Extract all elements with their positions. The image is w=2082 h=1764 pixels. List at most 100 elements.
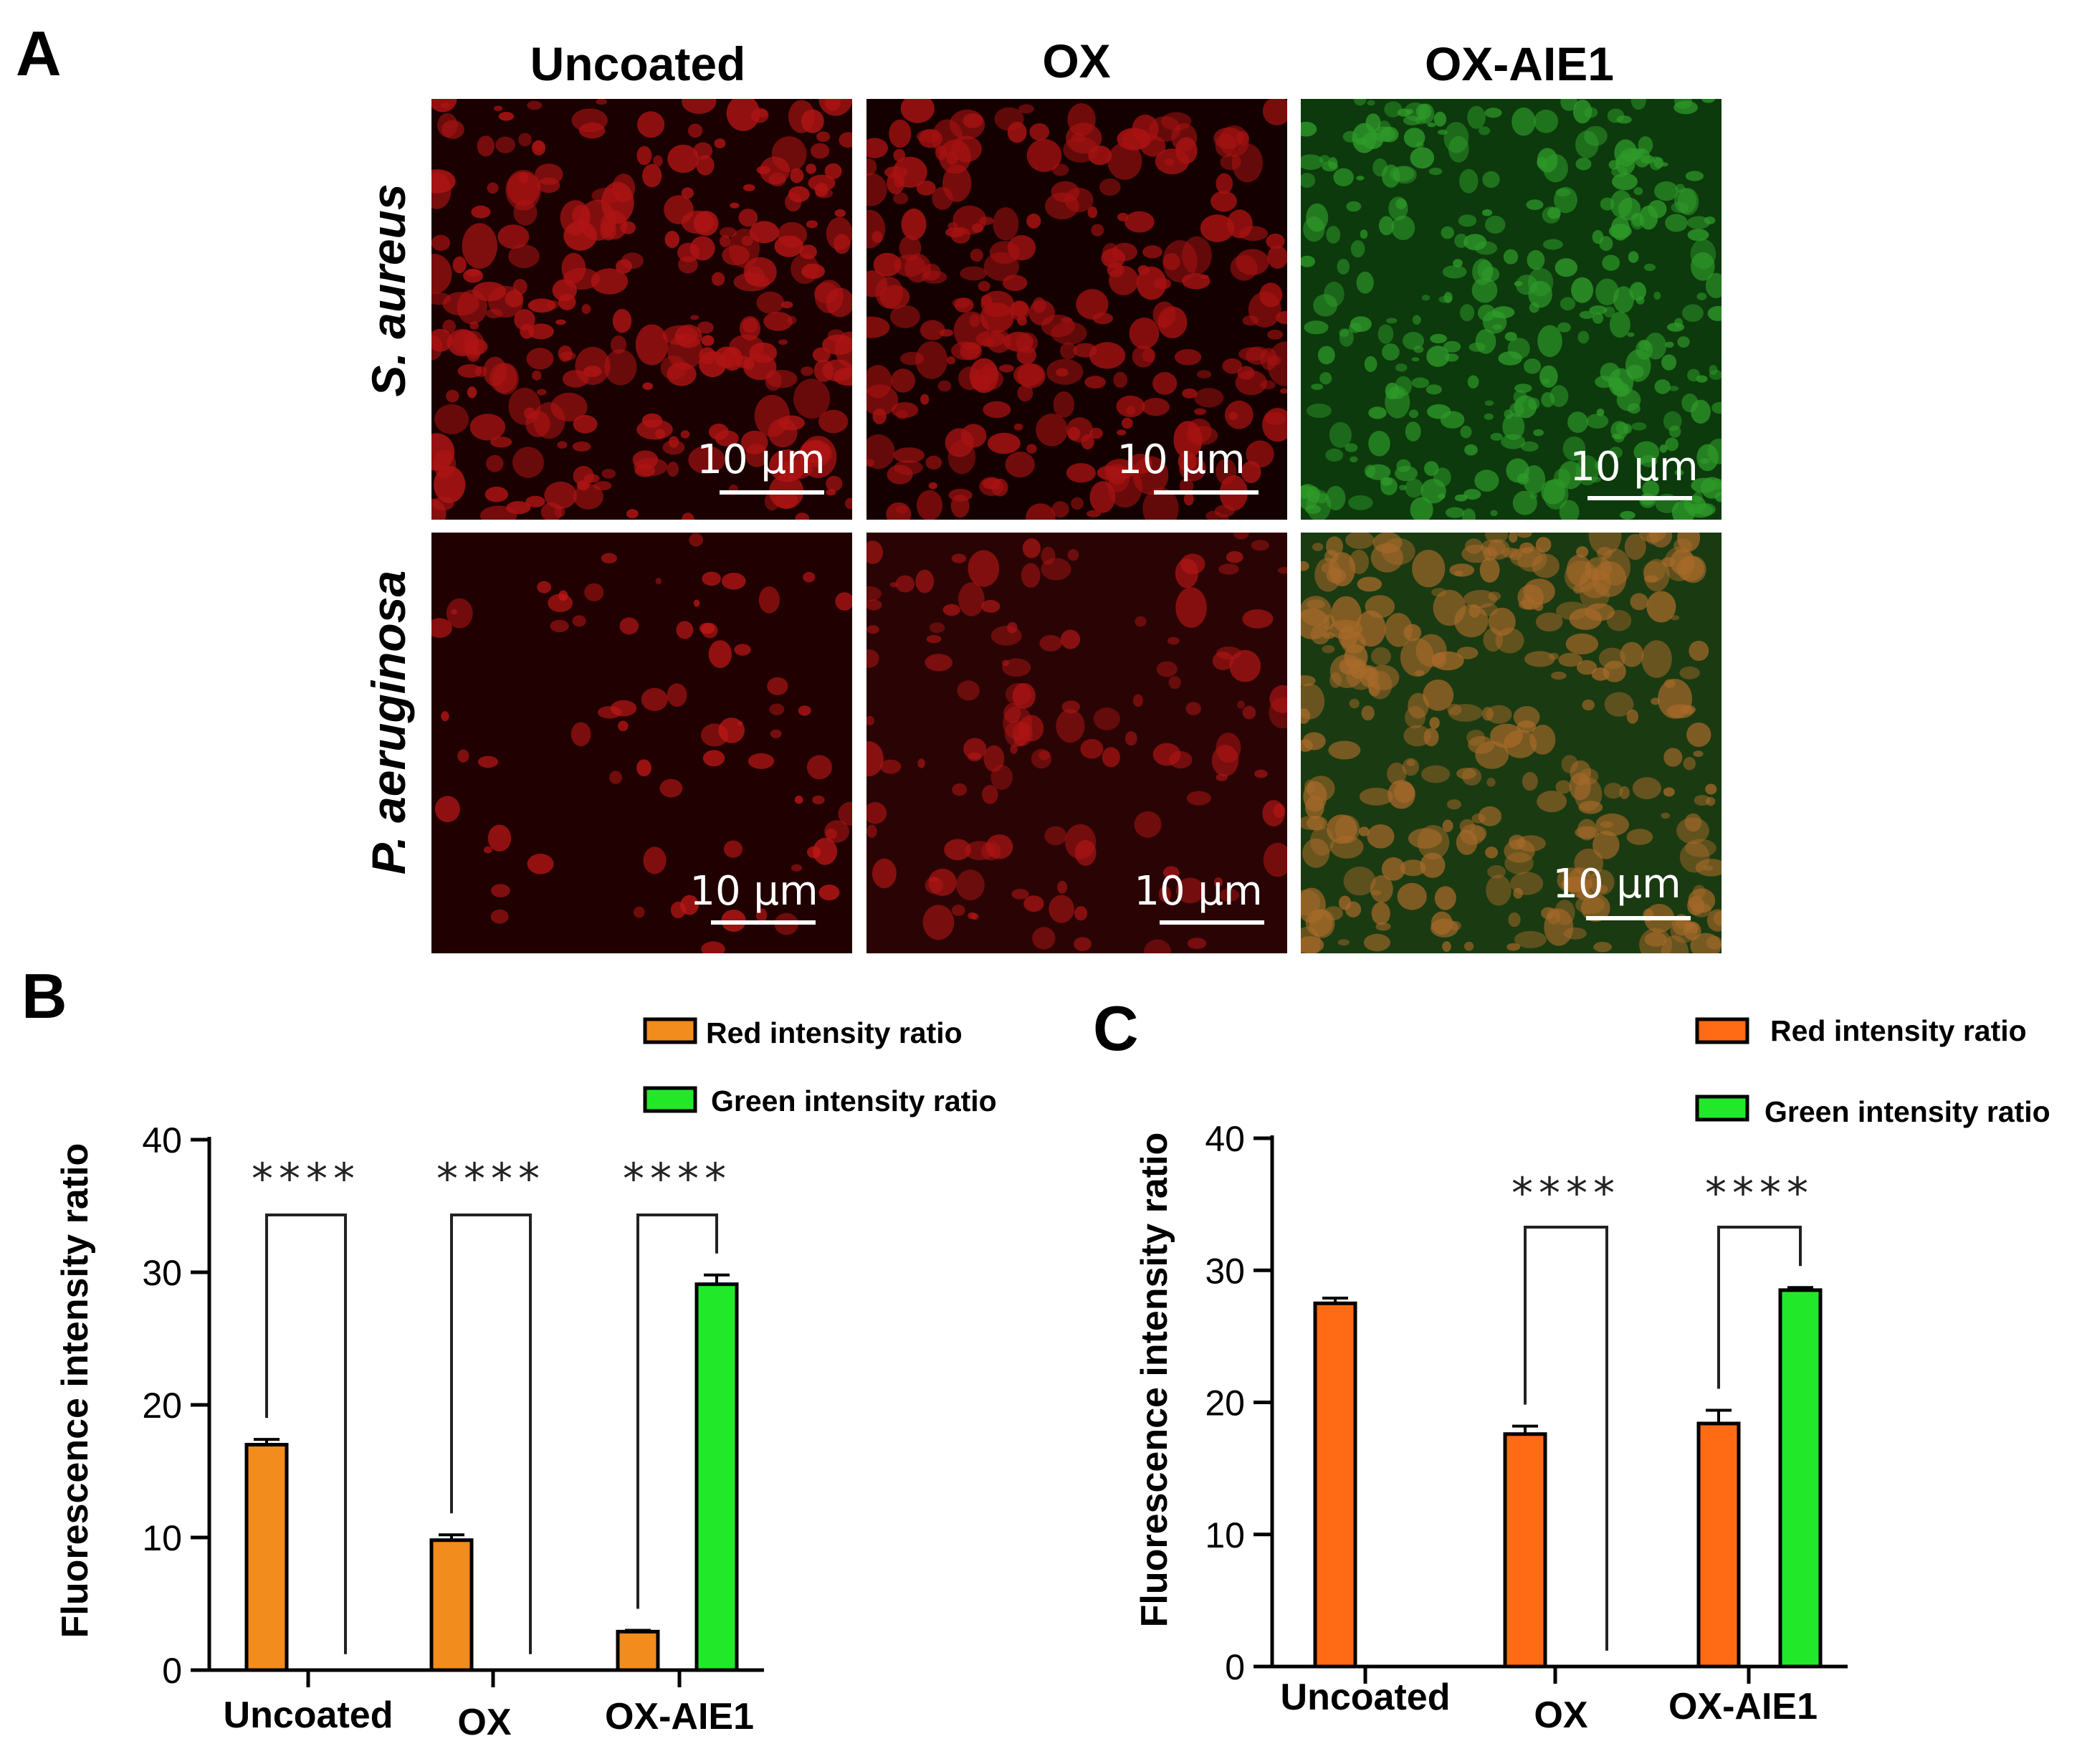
bacteria-cluster [1446, 799, 1461, 810]
bacteria-cluster [1067, 549, 1079, 561]
bacteria-cluster [584, 583, 604, 601]
bacteria-cluster [769, 449, 806, 482]
bacteria-cluster [1689, 640, 1709, 662]
bacteria-cluster [798, 705, 811, 716]
bacteria-cluster [1687, 229, 1709, 242]
bacteria-cluster [990, 765, 1013, 790]
bacteria-cluster [1449, 563, 1475, 577]
bacteria-cluster [670, 901, 686, 919]
bacteria-cluster [1627, 332, 1635, 338]
bacteria-cluster [1677, 533, 1701, 552]
bacteria-cluster [662, 440, 685, 455]
bacteria-cluster [597, 706, 622, 719]
bacteria-cluster [1562, 436, 1586, 462]
bacteria-cluster [550, 619, 569, 633]
bacteria-cluster [918, 128, 942, 148]
bacteria-cluster [477, 755, 499, 768]
bacteria-cluster [573, 415, 598, 434]
bacteria-cluster [1370, 874, 1393, 903]
bacteria-cluster [1490, 432, 1503, 441]
bacteria-cluster [1263, 842, 1287, 877]
bacteria-cluster [1690, 239, 1716, 270]
bacteria-cluster [1021, 563, 1041, 588]
bacteria-cluster [807, 846, 821, 859]
bacteria-cluster [1367, 664, 1400, 690]
bacteria-cluster [1537, 325, 1562, 358]
bacteria-cluster [1381, 857, 1405, 881]
bacteria-cluster [1537, 791, 1567, 813]
bacteria-cluster [621, 252, 644, 270]
bacteria-cluster [634, 457, 668, 477]
bacteria-cluster [1081, 434, 1094, 450]
bacteria-cluster [1491, 311, 1504, 318]
bacteria-cluster [1029, 123, 1050, 141]
bacteria-cluster [1513, 390, 1527, 404]
bacteria-cluster [1475, 740, 1509, 769]
bacteria-cluster [939, 329, 954, 337]
bacteria-cluster [945, 227, 965, 238]
bacteria-cluster [1066, 123, 1102, 154]
bacteria-cluster [1653, 291, 1661, 300]
bacteria-cluster [1450, 921, 1461, 931]
bacteria-cluster [641, 687, 668, 712]
bacteria-cluster [1099, 178, 1121, 196]
bacteria-cluster [1410, 147, 1435, 169]
bacteria-cluster [1600, 548, 1630, 586]
bacteria-cluster [1167, 637, 1180, 645]
bacteria-cluster [1620, 642, 1644, 667]
bacteria-cluster [441, 120, 464, 139]
bacteria-cluster [1251, 540, 1270, 551]
bacteria-cluster [1486, 778, 1496, 787]
bacteria-cluster [431, 335, 443, 361]
bacteria-cluster [1483, 546, 1498, 561]
bacteria-cluster [963, 738, 987, 760]
y-tick-label: 0 [1225, 1647, 1245, 1687]
bacteria-cluster [845, 497, 852, 510]
bacteria-cluster [681, 187, 694, 199]
bacteria-cluster [920, 394, 930, 405]
micrograph-s-aureus-ox [866, 99, 1287, 520]
bacteria-cluster [1593, 942, 1613, 953]
legend-b: Red intensity ratio Green intensity rati… [643, 1016, 997, 1117]
bacteria-cluster [452, 256, 467, 274]
bacteria-cluster [1267, 330, 1284, 340]
bacteria-cluster [969, 358, 999, 394]
bacteria-cluster [1426, 384, 1442, 395]
bacteria-cluster [1633, 187, 1643, 196]
bacteria-cluster [1620, 510, 1635, 520]
bacteria-cluster [1354, 99, 1367, 106]
bacteria-cluster [1471, 277, 1498, 303]
bacteria-cluster [968, 912, 977, 920]
bacteria-cluster [1093, 707, 1120, 730]
bacteria-cluster [1520, 441, 1539, 452]
scale-bar-0-0: 10 μm [697, 437, 826, 495]
bacteria-cluster [1555, 188, 1571, 197]
bacteria-cluster [957, 680, 980, 701]
bacteria-cluster [1400, 859, 1426, 877]
bar-chart-c: 0 10 20 30 40 Uncoated OX OX-AIE1 **** **** [1205, 1119, 1848, 1736]
significance-bracket [265, 1214, 347, 1654]
bacteria-cluster [1390, 166, 1415, 182]
bacteria-cluster [1686, 723, 1711, 747]
bacteria-cluster [1696, 292, 1707, 300]
bacteria-cluster [806, 755, 832, 780]
bacteria-cluster [1405, 478, 1423, 498]
bacteria-cluster [1643, 263, 1656, 272]
bacteria-cluster [1182, 388, 1198, 399]
bacteria-cluster [667, 462, 679, 477]
bacteria-cluster [655, 429, 666, 439]
bacteria-cluster [1665, 214, 1688, 232]
bar-red-intensity [429, 1538, 474, 1672]
bacteria-cluster [1254, 769, 1268, 778]
bacteria-cluster [1495, 627, 1524, 654]
bacteria-cluster [1592, 831, 1620, 859]
bacteria-cluster [547, 300, 559, 310]
bacteria-cluster [970, 248, 983, 262]
bacteria-cluster [982, 338, 994, 347]
bacteria-cluster [1565, 633, 1599, 655]
bacteria-cluster [1467, 105, 1486, 129]
bacteria-cluster [1022, 538, 1041, 558]
bacteria-cluster [1238, 347, 1266, 361]
legend-c: Red intensity ratio Green intensity rati… [1695, 1014, 2050, 1128]
bacteria-cluster [1003, 702, 1021, 723]
